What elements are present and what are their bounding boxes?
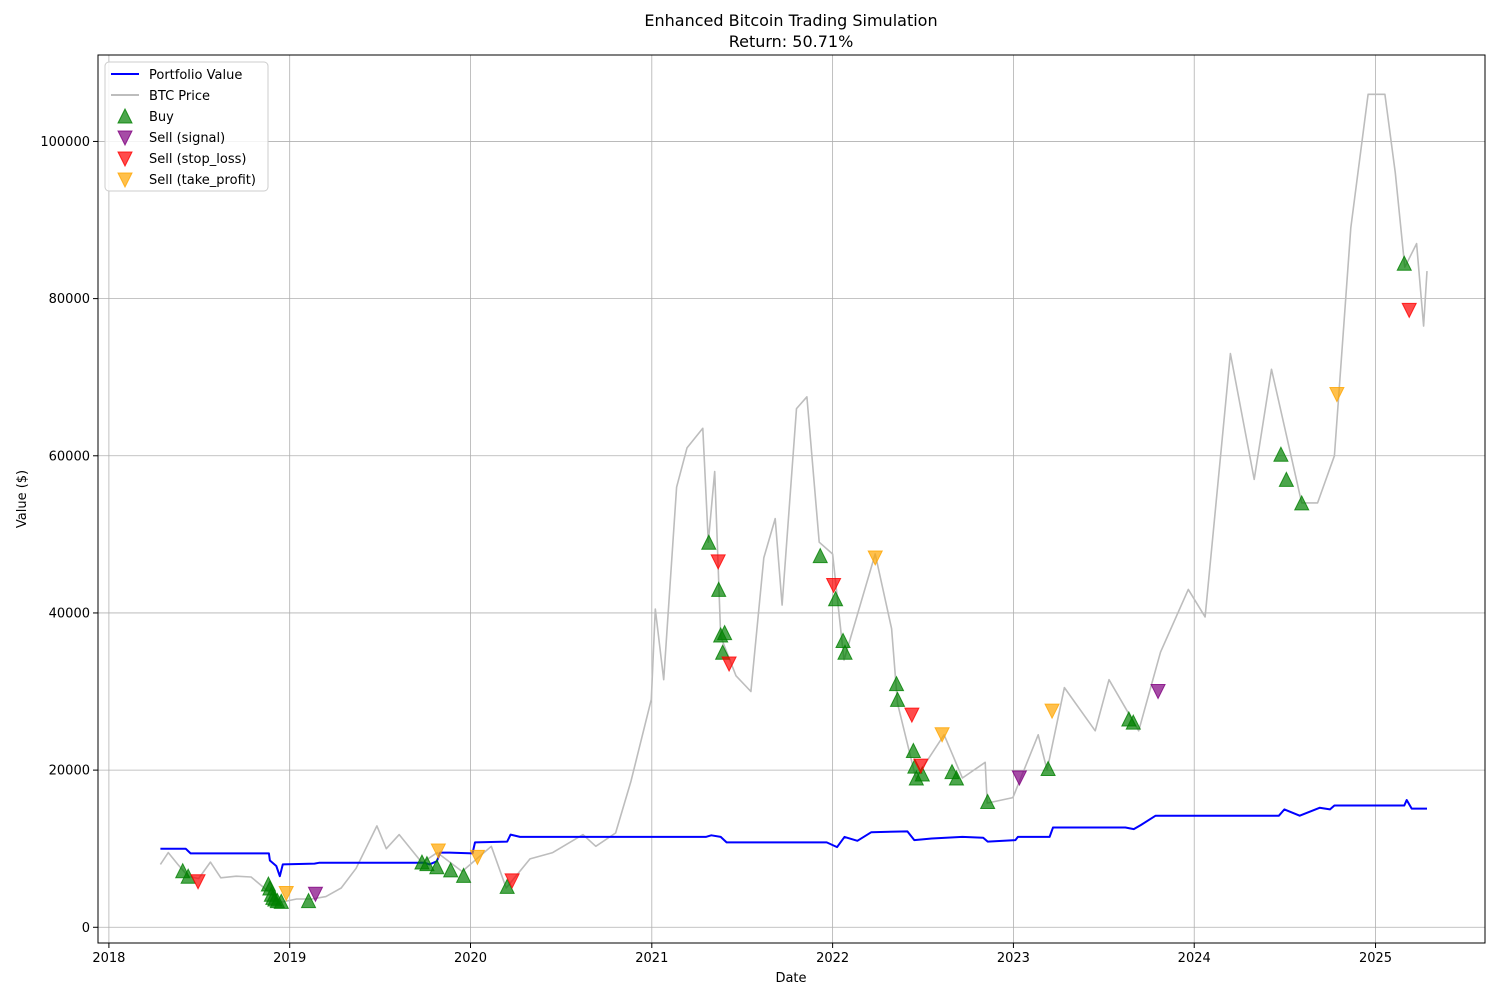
plot-frame — [97, 54, 1486, 944]
buy-marker — [442, 861, 459, 878]
legend-sell-take-profit-marker — [117, 172, 133, 189]
x-tick-label: 2018 — [92, 951, 125, 966]
plot-area — [98, 55, 1485, 943]
sell-stop-loss-marker — [710, 554, 726, 570]
sell-take-profit-marker — [469, 849, 486, 866]
buy-marker — [835, 632, 851, 648]
buy-marker — [1278, 471, 1295, 487]
buy-marker — [827, 590, 844, 607]
sell-signal-marker — [1150, 684, 1166, 700]
sell-signal-marker — [1011, 770, 1028, 787]
buy-marker — [429, 858, 445, 875]
buy-marker — [1293, 494, 1310, 511]
marker-layer — [174, 255, 1418, 909]
sell-take-profit-marker — [934, 727, 950, 743]
y-tick-label: 100000 — [40, 135, 90, 150]
portfolio-value-line — [160, 799, 1427, 878]
x-tick-label: 2019 — [273, 951, 306, 966]
buy-marker — [948, 769, 965, 786]
buy-marker — [888, 675, 905, 692]
buy-marker — [1273, 446, 1289, 462]
sell-stop-loss-marker — [1401, 302, 1418, 319]
buy-marker — [455, 867, 472, 883]
y-tick-label: 80000 — [49, 292, 90, 307]
y-tick-label: 60000 — [49, 449, 90, 464]
legend-buy-marker — [117, 107, 133, 124]
buy-marker — [1040, 760, 1056, 777]
buy-marker — [716, 624, 733, 641]
legend-sell-stop-loss-marker — [117, 151, 133, 168]
x-tick-label: 2024 — [1178, 951, 1211, 966]
legend-buy-label: Buy — [149, 110, 174, 125]
x-tick-label: 2023 — [997, 951, 1030, 966]
sell-take-profit-marker — [1329, 386, 1345, 403]
btc-price-line — [159, 93, 1428, 903]
sell-signal-marker — [307, 886, 324, 903]
legend-sell-signal-label: Sell (signal) — [149, 131, 225, 146]
y-tick-label: 20000 — [49, 764, 90, 779]
x-tick-label: 2020 — [454, 951, 487, 966]
buy-marker — [905, 742, 922, 758]
legend-box — [104, 61, 269, 192]
sell-take-profit-marker — [430, 843, 447, 860]
sell-stop-loss-marker — [504, 873, 520, 890]
buy-marker — [419, 855, 435, 872]
buy-marker — [499, 878, 515, 894]
sell-take-profit-marker — [1044, 703, 1060, 720]
buy-marker — [300, 892, 317, 909]
x-tick-label: 2025 — [1359, 951, 1392, 966]
y-axis-ticks: 0 20000 40000 60000 80000 100000 — [40, 135, 98, 936]
x-tick-label: 2022 — [816, 951, 849, 966]
chart-subtitle: Return: 50.71% — [729, 32, 854, 51]
sell-stop-loss-marker — [904, 707, 920, 724]
sell-stop-loss-marker — [825, 577, 842, 594]
buy-marker — [889, 691, 906, 707]
buy-marker — [914, 765, 931, 782]
grid-lines — [98, 55, 1485, 943]
series-layer — [159, 93, 1428, 903]
sell-take-profit-marker — [278, 885, 295, 902]
y-axis-label: Value ($) — [15, 470, 30, 528]
buy-marker — [979, 793, 996, 810]
chart-title: Enhanced Bitcoin Trading Simulation — [644, 11, 937, 30]
legend-sell-take-profit-label: Sell (take_profit) — [149, 173, 256, 188]
buy-marker — [273, 893, 290, 909]
y-tick-label: 0 — [82, 921, 90, 936]
buy-marker — [1125, 714, 1142, 730]
y-tick-label: 40000 — [49, 606, 90, 621]
x-axis-ticks: 2018 2019 2020 2021 2022 2023 2024 2025 — [92, 943, 1392, 966]
buy-marker — [710, 581, 727, 597]
x-tick-label: 2021 — [635, 951, 668, 966]
sell-take-profit-marker — [867, 550, 884, 567]
buy-marker — [812, 547, 829, 564]
legend-sell-signal-marker — [117, 130, 133, 147]
legend: Portfolio Value BTC Price Buy Sell (sign… — [104, 61, 269, 192]
legend-portfolio-label: Portfolio Value — [149, 68, 242, 83]
x-axis-label: Date — [775, 971, 806, 986]
buy-marker — [1396, 255, 1413, 271]
legend-btc-label: BTC Price — [149, 89, 210, 104]
sell-stop-loss-marker — [721, 656, 737, 673]
buy-marker — [700, 534, 717, 550]
legend-sell-stop-loss-label: Sell (stop_loss) — [149, 152, 246, 167]
buy-marker — [837, 644, 853, 660]
sell-stop-loss-marker — [190, 874, 206, 890]
sell-stop-loss-marker — [912, 758, 929, 775]
